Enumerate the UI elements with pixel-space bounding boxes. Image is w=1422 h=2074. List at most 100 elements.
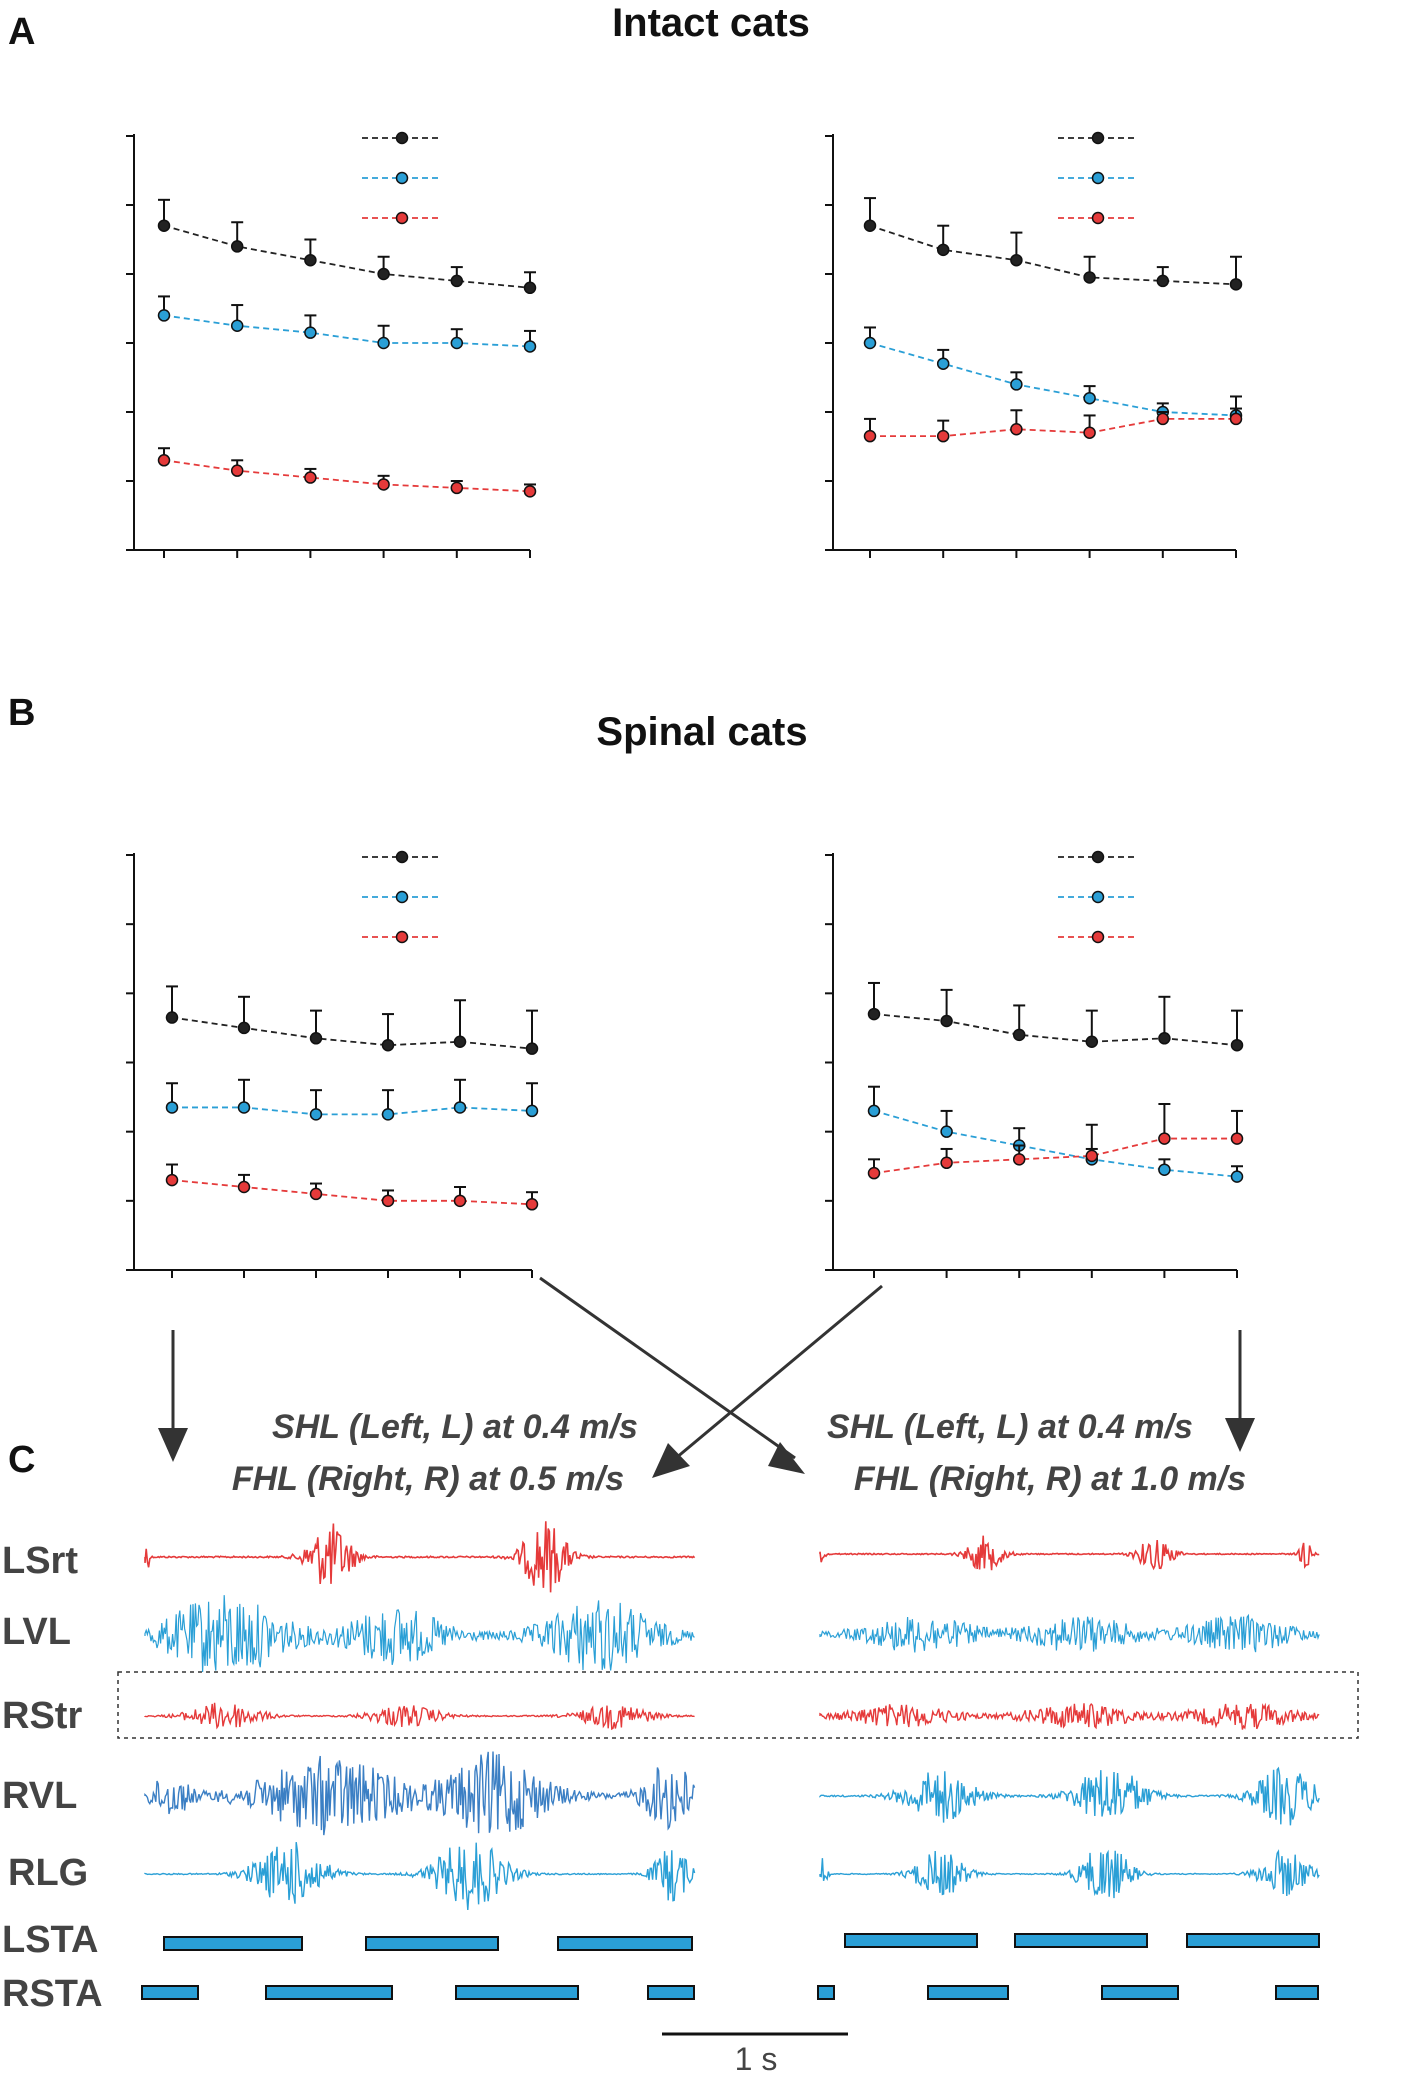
legend-marker bbox=[395, 131, 409, 145]
data-point bbox=[157, 454, 171, 467]
data-point bbox=[940, 1125, 953, 1138]
data-point bbox=[377, 336, 390, 350]
series-period bbox=[157, 131, 537, 295]
panel-letter-b: B bbox=[8, 692, 35, 734]
arrow-right-down-head bbox=[1225, 1418, 1255, 1452]
panel-a-header: Intact cats bbox=[612, 1, 810, 45]
series-line bbox=[163, 314, 531, 348]
data-point bbox=[523, 281, 537, 295]
data-point bbox=[165, 1173, 179, 1187]
rsta-bar bbox=[265, 1985, 393, 2000]
chart-A-right bbox=[825, 131, 1243, 558]
series-swing bbox=[165, 930, 539, 1211]
rsta-bar bbox=[455, 1985, 579, 2000]
series-stance bbox=[165, 890, 539, 1121]
channel-label-lvl: LVL bbox=[2, 1611, 71, 1653]
data-point bbox=[157, 219, 171, 232]
channel-label-rstr: RStr bbox=[2, 1695, 82, 1737]
data-point bbox=[863, 429, 877, 443]
data-point bbox=[237, 1021, 251, 1035]
data-point bbox=[525, 1104, 539, 1118]
data-point bbox=[230, 464, 244, 477]
data-point bbox=[450, 481, 464, 495]
panel-letter-a: A bbox=[8, 11, 35, 53]
c-left-label-2: FHL (Right, R) at 0.5 m/s bbox=[232, 1460, 624, 1498]
rsta-bar bbox=[817, 1985, 835, 2000]
legend-marker bbox=[395, 211, 409, 225]
series-line bbox=[163, 459, 531, 493]
data-point bbox=[381, 1194, 395, 1208]
lsta-bar bbox=[365, 1936, 499, 1951]
data-point bbox=[453, 1035, 467, 1048]
series-line bbox=[873, 1110, 1238, 1178]
series-period bbox=[867, 850, 1244, 1052]
emg-trace bbox=[144, 1751, 696, 1836]
arrow-left-down-head bbox=[158, 1428, 188, 1462]
data-point bbox=[940, 1014, 953, 1028]
data-point bbox=[450, 274, 464, 288]
data-point bbox=[237, 1101, 251, 1114]
channel-label-rvl: RVL bbox=[2, 1775, 77, 1817]
data-point bbox=[157, 309, 171, 322]
data-point bbox=[1010, 378, 1023, 391]
data-point bbox=[304, 471, 317, 484]
data-point bbox=[237, 1180, 251, 1194]
legend-marker bbox=[1091, 171, 1105, 185]
series-period bbox=[165, 850, 539, 1055]
series-line bbox=[873, 1137, 1237, 1175]
rsta-bar bbox=[1101, 1985, 1179, 2000]
series-line bbox=[163, 224, 531, 289]
data-point bbox=[867, 1166, 881, 1180]
data-point bbox=[304, 326, 317, 339]
channel-label-rlg: RLG bbox=[8, 1852, 88, 1894]
series-line bbox=[869, 224, 1237, 286]
lsta-bar bbox=[1186, 1933, 1320, 1948]
data-point bbox=[230, 240, 244, 253]
scale-bar-label: 1 s bbox=[735, 2041, 778, 2074]
rsta-bar bbox=[141, 1985, 199, 2000]
emg-trace bbox=[819, 1849, 1320, 1899]
data-point bbox=[1230, 1170, 1244, 1183]
data-point bbox=[1085, 1149, 1099, 1163]
data-point bbox=[936, 357, 950, 370]
data-point bbox=[525, 1042, 539, 1055]
legend-marker bbox=[1091, 211, 1105, 225]
data-point bbox=[1083, 391, 1096, 405]
data-point bbox=[309, 1187, 323, 1201]
data-point bbox=[1158, 1032, 1171, 1045]
data-point bbox=[936, 243, 950, 257]
data-point bbox=[863, 336, 877, 350]
series-line bbox=[873, 1013, 1238, 1047]
legend-marker bbox=[395, 171, 409, 185]
panel-letter-c: C bbox=[8, 1439, 35, 1481]
data-point bbox=[1012, 1028, 1026, 1042]
series-line bbox=[870, 417, 1236, 438]
arrow-cross-right bbox=[539, 1276, 796, 1460]
emg-trace bbox=[819, 1613, 1320, 1653]
emg-trace bbox=[819, 1766, 1320, 1826]
charts bbox=[126, 131, 1244, 1278]
data-point bbox=[309, 1032, 323, 1045]
data-point bbox=[453, 1101, 467, 1114]
series-swing bbox=[863, 211, 1243, 443]
lsta-bar bbox=[557, 1936, 693, 1951]
data-point bbox=[165, 1101, 179, 1114]
rsta-bar bbox=[927, 1985, 1009, 2000]
emg-trace bbox=[819, 1702, 1320, 1730]
rsta-bar bbox=[647, 1985, 695, 2000]
data-point bbox=[1158, 1132, 1171, 1145]
series-stance bbox=[867, 890, 1244, 1183]
channel-label-lsta: LSTA bbox=[2, 1919, 98, 1961]
legend-marker bbox=[1091, 930, 1105, 944]
arrow-cross-left bbox=[675, 1284, 883, 1460]
data-point bbox=[1230, 1132, 1244, 1145]
data-point bbox=[1156, 274, 1170, 288]
emg-traces bbox=[144, 1521, 1320, 1911]
legend-marker bbox=[1091, 890, 1105, 904]
rsta-bar bbox=[1275, 1985, 1319, 2000]
data-point bbox=[1010, 253, 1023, 267]
arrow-cross-right-head bbox=[768, 1442, 805, 1474]
lsta-bar bbox=[163, 1936, 303, 1951]
data-point bbox=[1010, 423, 1023, 436]
data-point bbox=[1229, 278, 1243, 291]
